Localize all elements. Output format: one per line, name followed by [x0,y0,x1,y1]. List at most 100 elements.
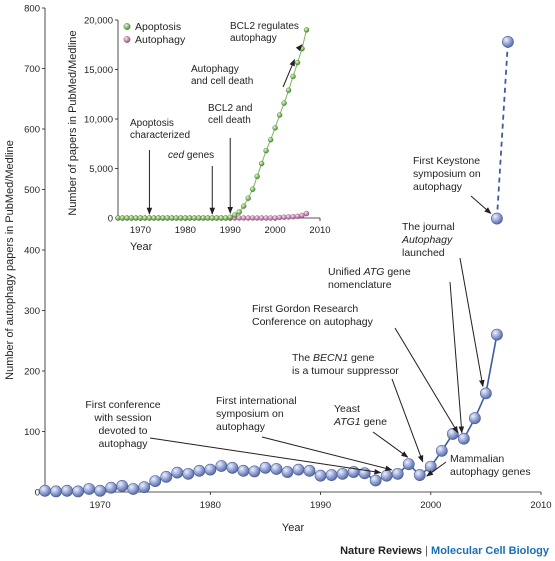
annotation-text: autophagy [230,33,277,44]
annotation-text: symposium on [216,408,284,420]
inset-data-point [209,215,215,221]
annotation-text: Conference on autophagy [252,316,374,328]
main-y-tick-label: 600 [24,125,40,136]
annotation-text: autophagy [98,438,148,450]
annotation-text: The journal [402,221,455,233]
inset-data-point [137,215,144,221]
inset-x-axis-label: Year [130,241,153,253]
credit-separator: | [425,545,428,557]
main-y-tick-label: 500 [24,185,40,196]
inset-data-point [187,215,193,221]
inset-data-point [245,195,251,201]
annotation-text: ced genes [168,150,214,161]
inset-data-point [236,215,242,221]
inset-x-tick-label: 1970 [130,225,151,236]
inset-data-point [281,214,287,220]
inset-background [118,20,320,218]
inset-data-point [169,215,175,221]
inset-data-point [272,215,278,221]
annotation-italic: Autophagy [401,234,453,246]
annotation-text: is a tumour suppressor [292,365,399,377]
inset-data-point [160,215,166,221]
inset-data-point [178,215,184,221]
inset-data-point [191,215,198,221]
annotation-text: and cell death [191,76,253,87]
inset-data-point [240,203,247,209]
main-x-axis-label: Year [282,522,305,534]
main-x-tick-label: 1990 [310,500,331,511]
annotation-text: nomenclature [328,279,392,291]
annotation-text: First international [216,395,297,407]
main-data-point [248,465,261,478]
inset-data-point [285,214,292,220]
inset-data-point [303,210,310,217]
inset-data-point [254,215,260,221]
inset-y-tick-label: 0 [108,214,113,225]
main-data-point [402,458,415,471]
annotation-italic: ced [168,150,185,161]
annotation-text: Autophagy [191,64,239,75]
annotation-text: symposium on [413,168,481,180]
annotation-text: Apoptosis [130,118,174,129]
main-y-tick-label: 800 [24,4,40,15]
annotation-arrow [295,44,303,52]
inset-data-point [223,215,229,221]
annotation-arrow [394,327,459,434]
inset-data-point [272,125,278,131]
inset-data-point [258,160,265,167]
inset-data-point [151,215,157,221]
inset-data-point [173,215,180,221]
inset-data-point [281,100,287,106]
inset-chart: 0 5,000 10,000 15,000 20,000 1970 1980 1990 2000… [67,16,331,254]
legend-marker [123,36,131,43]
main-axes: 0 100 200 300 400 500 600 700 800 1970 1980 1990 200… [4,4,552,535]
main-data-point [479,387,492,400]
main-data-point [336,467,349,480]
annotation-italic: ATG1 [333,416,361,428]
annotation-arrow [391,378,424,463]
inset-data-point [205,215,211,221]
inset-data-point [115,215,121,221]
main-y-tick-label: 0 [35,488,40,499]
annotation-arrow [149,437,382,475]
inset-y-tick-label: 20,000 [84,16,113,27]
credit-journal: Nature Reviews [340,545,423,557]
credit-section: Molecular Cell Biology [431,545,549,557]
inset-data-point [276,112,283,118]
inset-data-point [182,215,189,221]
main-data-point [435,444,448,457]
annotation-text: First Gordon Research [252,303,358,315]
annotation-span: gene [361,416,387,428]
inset-data-point [214,215,220,221]
inset-y-tick-label: 10,000 [84,115,113,126]
main-data-point [105,481,118,494]
inset-series [115,27,310,221]
annotation-arrow [449,281,465,434]
annotation-arrow [459,257,485,388]
inset-data-point [276,214,283,221]
main-projected-line [496,41,509,219]
annotation-span: gene [384,266,410,278]
annotation-text: autophagy [413,181,463,193]
inset-x-tick-label: 1980 [175,225,196,236]
annotation-text: ATG1 gene [333,416,387,428]
annotation-text: Unified ATG gene [328,266,411,278]
annotation-arrow [372,431,409,458]
main-data-point [237,464,250,477]
main-data-point [149,475,162,488]
annotation-text: devoted to [98,425,147,437]
annotation-arrow [470,195,492,215]
annotation-italic: ATG [363,266,385,278]
legend-label: Autophagy [135,34,186,46]
inset-data-point [200,215,206,221]
inset-data-point [263,147,269,154]
annotation-span: Unified [328,266,364,278]
inset-data-point [294,59,301,66]
main-x-tick-label: 1970 [90,500,111,511]
inset-data-point [240,215,247,221]
inset-data-point [263,215,269,221]
inset-data-point [267,137,274,143]
main-data-point [314,469,327,482]
main-projected-point [491,212,503,225]
